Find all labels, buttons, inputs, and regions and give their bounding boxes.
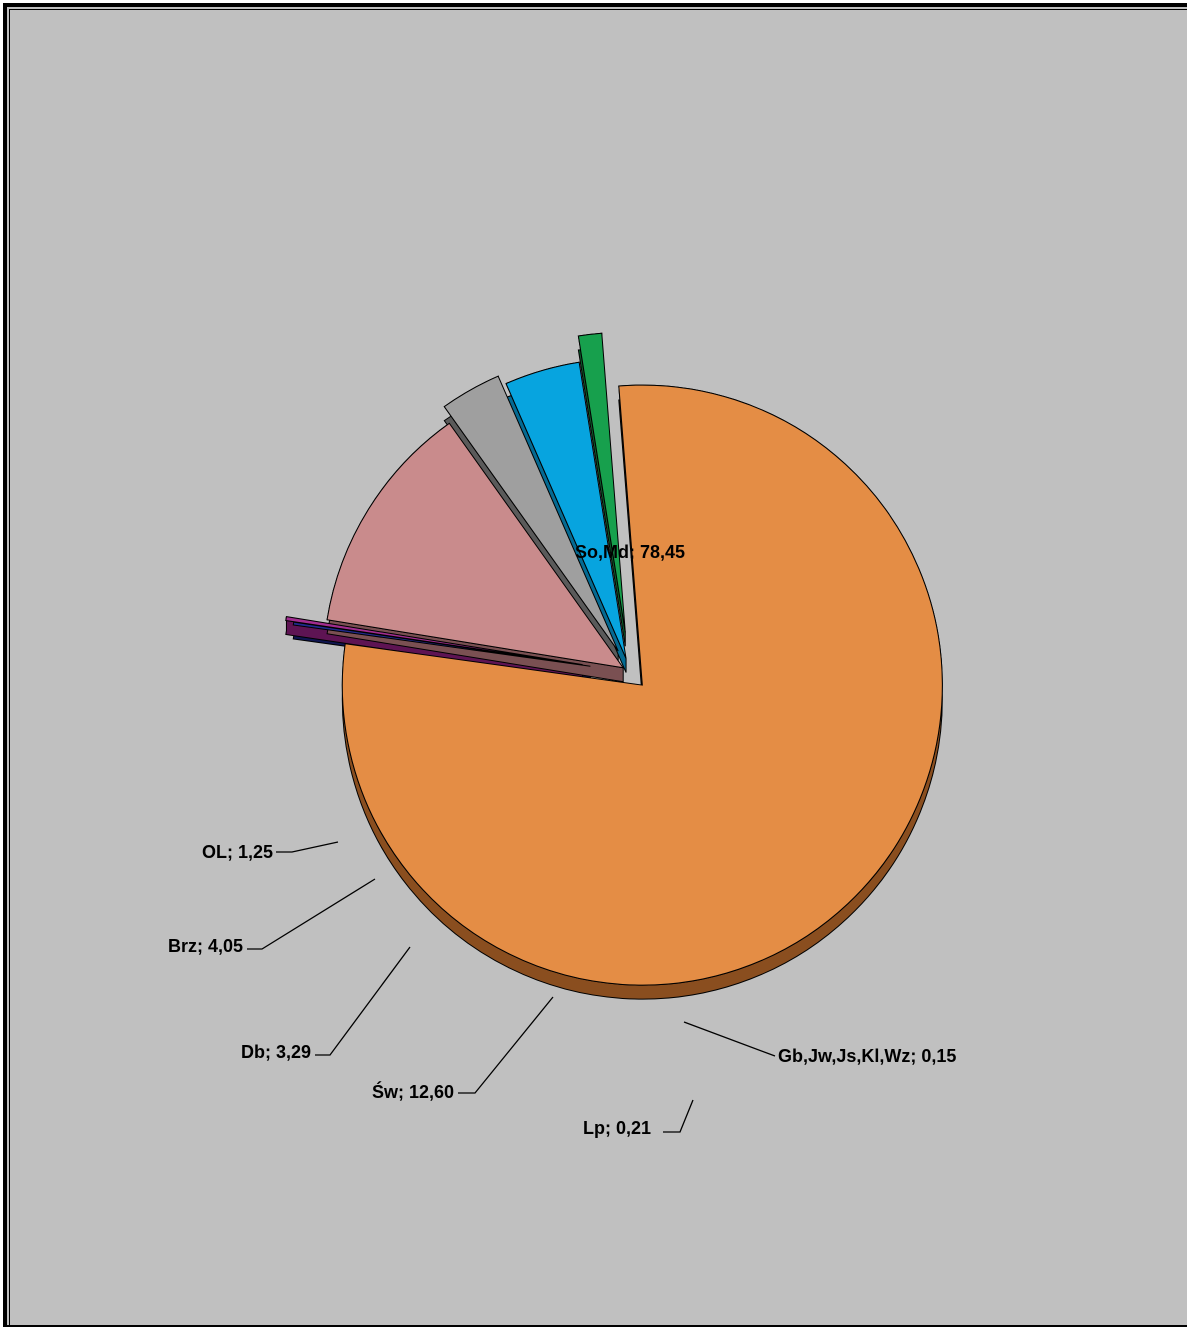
leader-line-2 bbox=[663, 1099, 694, 1133]
leader-line-3 bbox=[458, 996, 554, 1094]
slice-labels: So,Md; 78,45 Gb,Jw,Js,Kl,Wz; 0,15 Lp; 0,21… bbox=[168, 542, 956, 1138]
data-label-6: OL; 1,25 bbox=[202, 842, 273, 862]
slice-tops bbox=[285, 332, 943, 986]
pie-slice-2 bbox=[285, 616, 583, 666]
data-label-1: Gb,Jw,Js,Kl,Wz; 0,15 bbox=[778, 1046, 956, 1066]
data-label-0: So,Md; 78,45 bbox=[575, 542, 685, 562]
leader-line-5 bbox=[247, 878, 376, 950]
pie-slice-1 bbox=[292, 621, 591, 667]
pie-slice-4 bbox=[443, 375, 619, 652]
pie-slice-6 bbox=[577, 332, 626, 633]
data-label-4: Db; 3,29 bbox=[241, 1042, 311, 1062]
data-label-5: Brz; 4,05 bbox=[168, 936, 243, 956]
data-label-3: Św; 12,60 bbox=[372, 1081, 454, 1102]
leader-line-1 bbox=[683, 1021, 776, 1057]
pie-slice-3 bbox=[326, 422, 625, 669]
leader-line-6 bbox=[276, 841, 339, 853]
pie-slice-5 bbox=[505, 361, 627, 659]
data-label-2: Lp; 0,21 bbox=[583, 1118, 651, 1138]
leader-line-4 bbox=[315, 946, 411, 1056]
pie-slice-0 bbox=[341, 384, 943, 986]
